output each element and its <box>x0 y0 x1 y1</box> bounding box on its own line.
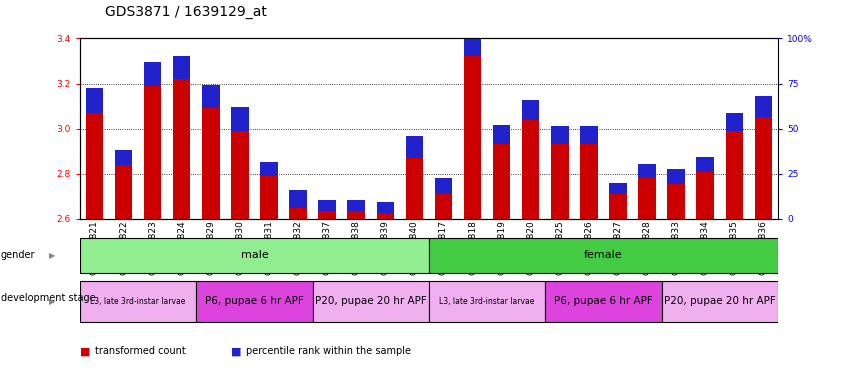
Bar <box>347 200 365 211</box>
Text: transformed count: transformed count <box>95 346 186 356</box>
Bar <box>493 144 510 219</box>
Bar <box>405 158 423 219</box>
Bar <box>580 144 598 219</box>
Bar <box>545 281 662 322</box>
Bar <box>196 281 313 322</box>
Text: percentile rank within the sample: percentile rank within the sample <box>246 346 411 356</box>
Text: P6, pupae 6 hr APF: P6, pupae 6 hr APF <box>554 296 653 306</box>
Bar <box>144 62 161 86</box>
Bar <box>377 202 394 213</box>
Bar <box>609 194 627 219</box>
Bar <box>202 85 220 108</box>
Bar <box>464 56 481 219</box>
Bar <box>668 169 685 184</box>
Bar <box>522 100 539 120</box>
Bar <box>260 176 278 219</box>
Bar <box>231 108 249 131</box>
Bar <box>347 211 365 219</box>
Bar <box>551 144 569 219</box>
Bar <box>86 88 103 113</box>
Bar <box>551 126 569 144</box>
Bar <box>80 238 429 273</box>
Bar <box>86 113 103 219</box>
Bar <box>580 126 598 144</box>
Text: female: female <box>584 250 622 260</box>
Bar <box>726 131 743 219</box>
Text: L3, late 3rd-instar larvae: L3, late 3rd-instar larvae <box>439 297 535 306</box>
Text: P6, pupae 6 hr APF: P6, pupae 6 hr APF <box>205 296 304 306</box>
Text: ▶: ▶ <box>49 297 56 306</box>
Bar <box>638 178 656 219</box>
Bar <box>754 118 772 219</box>
Text: ■: ■ <box>80 346 90 356</box>
Bar <box>319 211 336 219</box>
Bar <box>429 281 545 322</box>
Bar <box>313 281 429 322</box>
Bar <box>377 213 394 219</box>
Bar <box>319 200 336 211</box>
Bar <box>114 165 132 219</box>
Text: GDS3871 / 1639129_at: GDS3871 / 1639129_at <box>105 5 267 19</box>
Bar <box>80 281 196 322</box>
Text: ■: ■ <box>231 346 241 356</box>
Bar <box>696 157 714 172</box>
Bar <box>173 56 190 79</box>
Bar <box>726 113 743 131</box>
Bar <box>202 108 220 219</box>
Bar <box>435 194 452 219</box>
Bar <box>754 96 772 118</box>
Text: male: male <box>241 250 268 260</box>
Bar <box>493 124 510 144</box>
Bar <box>662 281 778 322</box>
Text: ▶: ▶ <box>49 251 56 260</box>
Bar <box>114 150 132 165</box>
Text: gender: gender <box>1 250 35 260</box>
Bar <box>522 120 539 219</box>
Bar <box>144 86 161 219</box>
Bar <box>638 164 656 178</box>
Bar <box>289 190 307 208</box>
Bar <box>609 183 627 194</box>
Bar <box>429 238 778 273</box>
Bar <box>464 35 481 56</box>
Bar <box>668 184 685 219</box>
Bar <box>696 172 714 219</box>
Bar <box>435 178 452 194</box>
Bar <box>405 136 423 158</box>
Text: L3, late 3rd-instar larvae: L3, late 3rd-instar larvae <box>90 297 186 306</box>
Text: P20, pupae 20 hr APF: P20, pupae 20 hr APF <box>664 296 775 306</box>
Text: development stage: development stage <box>1 293 96 303</box>
Text: P20, pupae 20 hr APF: P20, pupae 20 hr APF <box>315 296 426 306</box>
Bar <box>231 131 249 219</box>
Bar <box>260 162 278 176</box>
Bar <box>289 208 307 219</box>
Bar <box>173 79 190 219</box>
